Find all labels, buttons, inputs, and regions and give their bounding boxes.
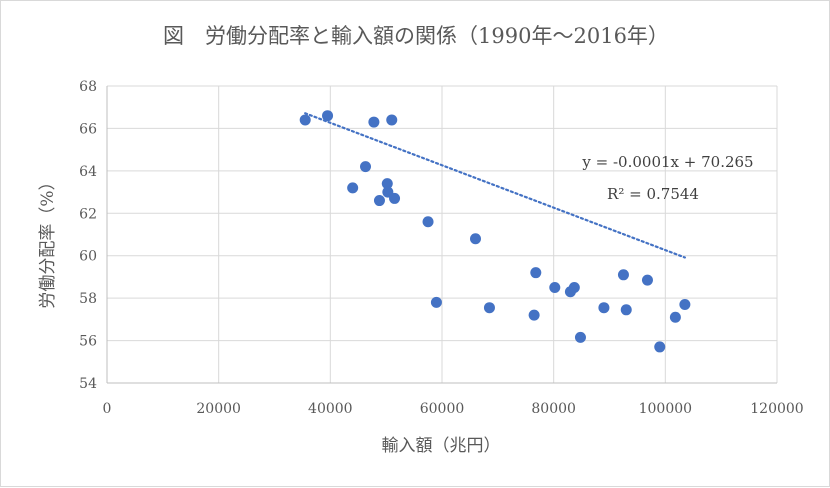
data-point [360, 161, 372, 173]
y-tick-label: 68 [79, 79, 97, 95]
y-tick-label: 60 [79, 249, 97, 265]
data-point [620, 304, 632, 316]
x-tick-label: 60000 [420, 401, 465, 417]
trendline [304, 112, 686, 259]
data-point [679, 299, 691, 311]
data-point [568, 282, 580, 294]
x-tick-label: 40000 [308, 401, 353, 417]
trendline-path [304, 112, 686, 259]
data-point [598, 302, 610, 314]
gridlines [107, 85, 778, 383]
data-point [322, 110, 334, 122]
data-point [470, 233, 481, 245]
data-point [669, 311, 681, 323]
data-point [549, 282, 561, 294]
data-point [381, 178, 393, 190]
data-point [430, 296, 442, 308]
data-point [528, 309, 540, 321]
data-point [347, 182, 359, 194]
data-point [368, 116, 380, 128]
data-point [386, 114, 398, 126]
y-tick-label: 58 [79, 291, 97, 307]
data-point [574, 331, 586, 343]
data-point [483, 302, 495, 314]
chart-title: 図 労働分配率と輸入額の関係（1990年〜2016年） [163, 24, 669, 48]
y-tick-label: 62 [79, 206, 97, 222]
x-tick-label: 20000 [196, 401, 241, 417]
data-point [389, 192, 401, 204]
y-tick-label: 56 [79, 334, 97, 350]
x-tick-label: 100000 [639, 401, 692, 417]
r-squared-label: R² = 0.7544 [607, 185, 699, 203]
data-point [641, 274, 653, 286]
x-tick-label: 80000 [531, 401, 576, 417]
data-point [617, 269, 629, 281]
y-tick-label: 54 [79, 376, 97, 392]
y-tick-label: 64 [79, 164, 97, 180]
data-points [299, 110, 691, 353]
x-tick-label: 120000 [750, 401, 803, 417]
axes: 54 56 58 60 62 64 66 68 0 20000 40000 60000 80000 100… [79, 79, 804, 417]
data-point [299, 114, 311, 126]
data-point [530, 267, 542, 279]
y-axis-label: 労働分配率（%） [38, 173, 58, 308]
y-tick-label: 66 [79, 121, 97, 137]
trendline-equation: y = -0.0001x + 70.265 [581, 153, 753, 171]
data-point [422, 216, 434, 228]
data-point [373, 195, 385, 207]
x-axis-label: 輸入額（兆円） [382, 436, 501, 456]
data-point [654, 341, 666, 353]
x-tick-label: 0 [103, 401, 112, 417]
